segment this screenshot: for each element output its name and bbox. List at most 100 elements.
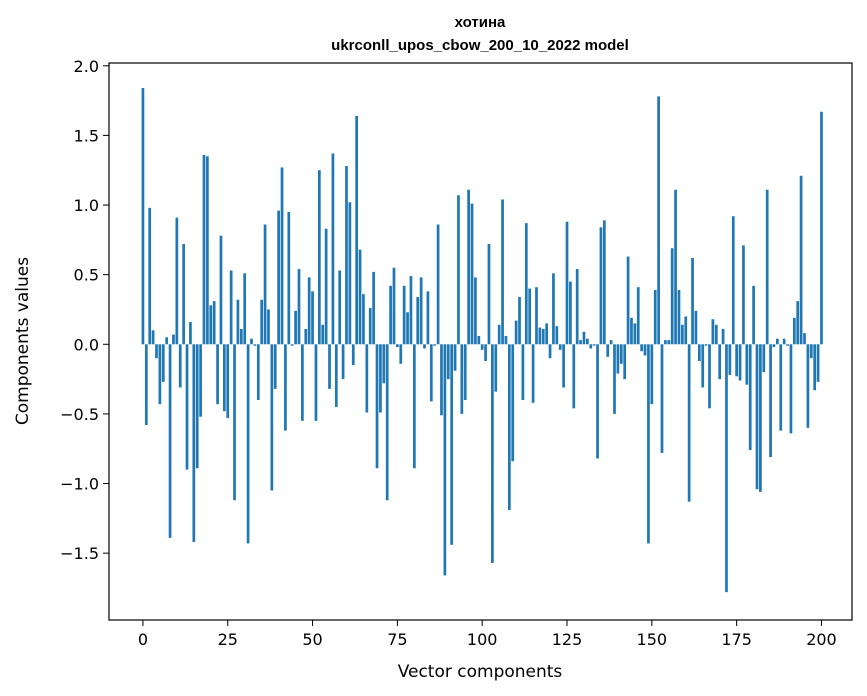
bar-100 xyxy=(480,344,484,350)
bar-198 xyxy=(813,344,817,391)
bar-177 xyxy=(742,245,745,345)
bar-79 xyxy=(409,276,413,345)
bar-5 xyxy=(158,344,162,405)
bar-17 xyxy=(199,344,202,417)
bar-22 xyxy=(216,344,219,405)
bar-110 xyxy=(514,320,518,345)
bar-30 xyxy=(243,273,247,345)
bar-51 xyxy=(314,344,318,421)
bar-197 xyxy=(809,344,813,359)
bar-35 xyxy=(260,299,264,345)
bar-159 xyxy=(681,324,684,345)
bar-184 xyxy=(765,189,769,345)
bar-15 xyxy=(192,344,196,543)
bar-9 xyxy=(172,334,175,345)
bar-180 xyxy=(752,285,755,345)
bar-193 xyxy=(796,301,800,345)
bar-78 xyxy=(406,312,409,345)
bar-66 xyxy=(365,344,369,413)
bar-27 xyxy=(233,344,236,501)
bar-13 xyxy=(185,344,189,470)
bar-55 xyxy=(328,344,331,389)
bar-36 xyxy=(263,224,267,345)
bar-57 xyxy=(334,344,338,407)
y-tick-label: 1.5 xyxy=(74,126,99,145)
bar-26 xyxy=(229,270,233,345)
bar-164 xyxy=(697,344,701,361)
bar-25 xyxy=(226,344,230,419)
bar-130 xyxy=(582,331,586,345)
x-tick-label: 125 xyxy=(552,630,583,649)
bar-8 xyxy=(168,344,172,538)
bar-90 xyxy=(446,344,450,380)
bar-158 xyxy=(677,289,681,345)
bar-135 xyxy=(599,227,603,345)
bar-56 xyxy=(331,153,335,345)
bar-126 xyxy=(569,281,572,345)
bar-10 xyxy=(175,217,179,345)
bar-153 xyxy=(660,344,664,453)
bar-67 xyxy=(368,308,372,345)
bar-186 xyxy=(772,344,776,348)
bar-1 xyxy=(144,344,148,426)
bar-185 xyxy=(769,344,772,458)
bar-176 xyxy=(738,344,742,381)
bar-16 xyxy=(195,344,199,469)
bar-52 xyxy=(317,170,321,345)
bar-148 xyxy=(643,344,647,356)
bar-114 xyxy=(528,288,532,345)
bar-2 xyxy=(148,207,152,345)
bar-43 xyxy=(287,212,291,345)
bar-23 xyxy=(219,235,223,345)
bar-45 xyxy=(294,310,297,345)
bar-195 xyxy=(803,333,806,345)
bar-117 xyxy=(538,327,542,345)
bar-123 xyxy=(558,344,562,350)
y-tick-label: −0.5 xyxy=(60,405,99,424)
bar-19 xyxy=(206,156,209,345)
bar-151 xyxy=(653,289,657,345)
bar-73 xyxy=(389,285,392,345)
bar-174 xyxy=(731,216,735,345)
bar-58 xyxy=(338,270,342,345)
bar-64 xyxy=(358,249,362,345)
bar-84 xyxy=(426,291,430,345)
bar-199 xyxy=(816,344,820,382)
bar-182 xyxy=(759,344,762,492)
x-axis-ticks: 0 25 50 75 100 125 150 175 200 xyxy=(138,620,837,649)
bar-133 xyxy=(592,344,596,346)
bar-40 xyxy=(277,210,280,345)
bar-86 xyxy=(433,344,437,346)
y-tick-label: 2.0 xyxy=(74,57,99,76)
chart-subtitle: ukrconll_upos_cbow_200_10_2022 model xyxy=(331,37,629,54)
bar-104 xyxy=(494,344,498,392)
bar-116 xyxy=(535,287,538,345)
bar-82 xyxy=(419,277,423,345)
bar-60 xyxy=(345,166,348,345)
bar-33 xyxy=(253,344,257,346)
bar-122 xyxy=(555,326,559,345)
bar-121 xyxy=(552,273,555,345)
bar-118 xyxy=(541,328,545,345)
chart-title: хотина xyxy=(455,14,506,31)
bar-75 xyxy=(396,344,399,348)
bar-160 xyxy=(684,316,688,345)
bar-112 xyxy=(521,344,525,400)
bar-167 xyxy=(708,344,711,409)
bar-32 xyxy=(250,338,253,345)
bar-156 xyxy=(670,248,674,345)
bar-169 xyxy=(714,324,718,345)
bar-18 xyxy=(202,154,206,345)
bar-128 xyxy=(575,269,579,345)
bar-4 xyxy=(155,344,158,359)
bars-group xyxy=(141,88,823,593)
bar-63 xyxy=(355,115,359,345)
bar-20 xyxy=(209,305,213,345)
bar-87 xyxy=(436,224,440,345)
bar-39 xyxy=(273,344,277,389)
bar-194 xyxy=(799,175,803,345)
bar-3 xyxy=(151,330,155,345)
bar-48 xyxy=(304,328,308,345)
bar-47 xyxy=(301,344,304,421)
bar-139 xyxy=(613,344,616,414)
